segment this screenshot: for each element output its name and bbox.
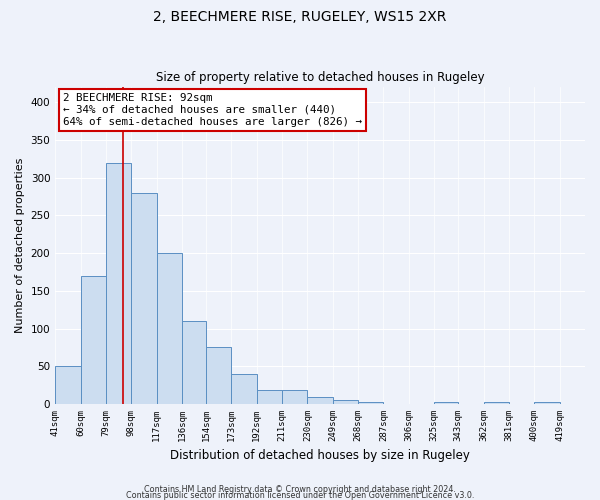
Bar [434,402,458,404]
Title: Size of property relative to detached houses in Rugeley: Size of property relative to detached ho… [156,72,484,85]
Bar [534,402,560,404]
Bar [106,162,131,404]
Bar [206,348,232,404]
Bar [358,402,383,404]
Y-axis label: Number of detached properties: Number of detached properties [15,158,25,333]
Bar [182,321,206,404]
Text: Contains HM Land Registry data © Crown copyright and database right 2024.: Contains HM Land Registry data © Crown c… [144,484,456,494]
Bar [282,390,307,404]
Bar [333,400,358,404]
Bar [157,253,182,404]
Bar [131,192,157,404]
Bar [307,396,333,404]
Text: 2, BEECHMERE RISE, RUGELEY, WS15 2XR: 2, BEECHMERE RISE, RUGELEY, WS15 2XR [154,10,446,24]
Bar [80,276,106,404]
Bar [257,390,282,404]
Bar [484,402,509,404]
X-axis label: Distribution of detached houses by size in Rugeley: Distribution of detached houses by size … [170,450,470,462]
Bar [55,366,80,404]
Text: Contains public sector information licensed under the Open Government Licence v3: Contains public sector information licen… [126,490,474,500]
Text: 2 BEECHMERE RISE: 92sqm
← 34% of detached houses are smaller (440)
64% of semi-d: 2 BEECHMERE RISE: 92sqm ← 34% of detache… [63,94,362,126]
Bar [232,374,257,404]
